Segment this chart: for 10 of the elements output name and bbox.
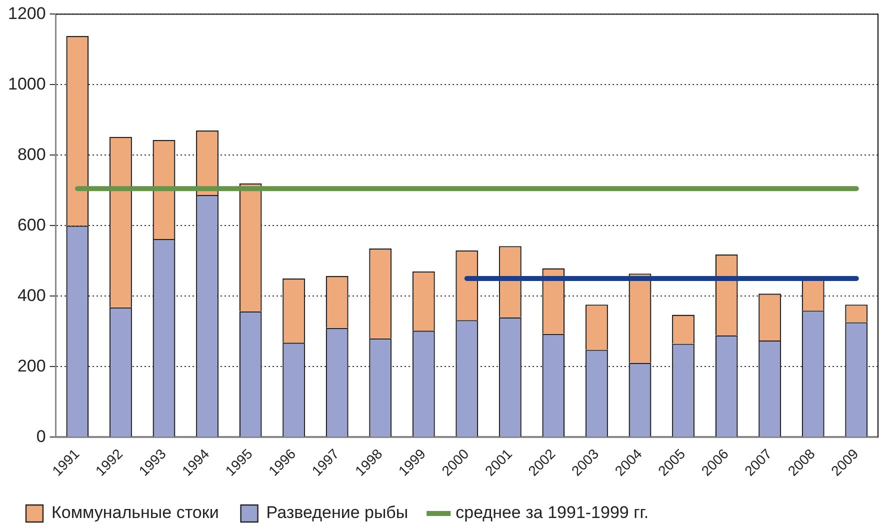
legend-label: Разведение рыбы <box>266 503 408 522</box>
legend-label: Коммунальные стоки <box>52 503 219 522</box>
y-tick-label: 1000 <box>8 74 46 94</box>
y-tick-label: 0 <box>36 426 46 446</box>
y-tick-label: 200 <box>17 356 46 376</box>
legend-label: среднее за 1991-1999 гг. <box>456 503 649 522</box>
y-tick-label: 800 <box>17 144 46 164</box>
y-tick-label: 1200 <box>8 4 46 23</box>
y-tick-label: 600 <box>17 215 46 234</box>
y-tick-label: 400 <box>17 286 46 305</box>
